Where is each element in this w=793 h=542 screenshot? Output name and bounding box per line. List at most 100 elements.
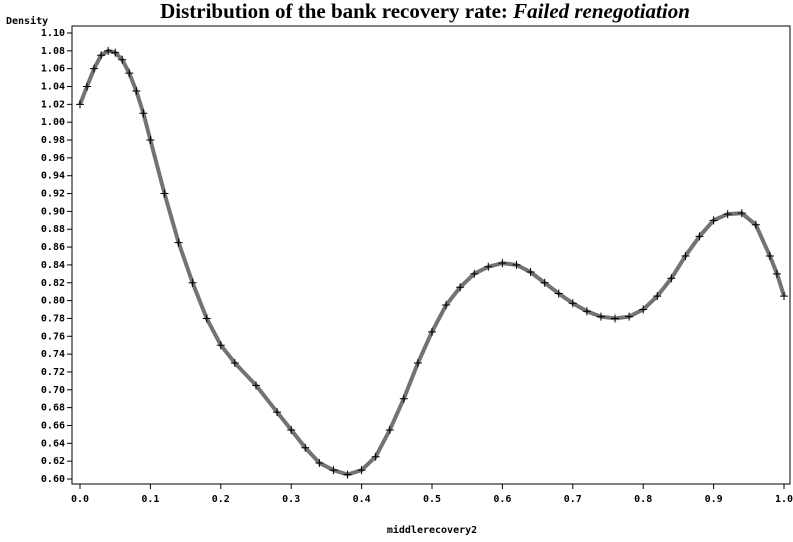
plus-marker — [413, 359, 422, 368]
plus-marker — [97, 51, 106, 60]
plus-marker — [625, 312, 634, 321]
plus-marker — [287, 425, 296, 434]
x-tick-label: 0.7 — [564, 494, 582, 505]
x-tick-label: 0.9 — [705, 494, 723, 505]
plus-marker — [252, 381, 260, 390]
plus-marker — [751, 220, 760, 229]
plus-marker — [118, 55, 127, 64]
plus-marker — [132, 86, 141, 95]
plus-marker — [498, 259, 507, 268]
plus-marker — [343, 470, 352, 479]
plus-marker — [230, 359, 239, 368]
plus-marker — [554, 289, 563, 298]
y-tick-label: 0.76 — [41, 331, 65, 342]
title-emphasis: Failed renegotiation — [512, 0, 690, 23]
y-tick-label: 0.94 — [41, 171, 65, 182]
y-tick-label: 0.70 — [41, 385, 65, 396]
plus-marker — [772, 269, 781, 278]
plus-marker — [83, 82, 92, 91]
plus-marker — [456, 283, 465, 292]
plus-marker — [371, 452, 380, 461]
y-tick-label: 0.74 — [41, 349, 65, 360]
y-tick-label: 1.08 — [41, 46, 65, 57]
y-tick-label: 0.60 — [41, 474, 65, 485]
y-tick-label: 1.06 — [41, 64, 65, 75]
plus-marker — [216, 341, 225, 350]
y-tick-label: 1.10 — [41, 28, 65, 39]
plus-marker — [273, 408, 282, 417]
y-axis-label: Density — [6, 15, 48, 27]
plus-marker — [301, 443, 310, 452]
x-tick-label: 1.0 — [775, 494, 793, 505]
title-main: Distribution of the bank recovery rate: — [160, 0, 508, 23]
x-tick-label: 0.4 — [353, 494, 371, 505]
plus-marker — [470, 269, 479, 278]
x-tick-label: 0.6 — [493, 494, 511, 505]
y-tick-label: 0.66 — [41, 420, 65, 431]
plot-frame — [71, 25, 791, 485]
plus-marker — [111, 48, 120, 57]
plus-marker — [146, 136, 155, 145]
plus-marker — [160, 189, 169, 198]
y-tick-label: 1.00 — [41, 117, 65, 128]
plus-marker — [780, 292, 788, 301]
plus-marker — [202, 314, 211, 323]
density-line — [78, 48, 786, 477]
plus-marker — [357, 466, 366, 475]
x-tick-label: 0.8 — [634, 494, 652, 505]
plus-marker — [512, 260, 521, 269]
plus-marker — [709, 216, 718, 225]
y-tick-label: 0.80 — [41, 296, 65, 307]
x-tick-label: 0.2 — [212, 494, 230, 505]
plus-marker — [695, 232, 704, 241]
y-tick-label: 0.64 — [41, 438, 65, 449]
plus-marker — [315, 458, 324, 467]
x-axis-label: middlerecovery2 — [387, 524, 477, 536]
plus-marker — [540, 278, 549, 287]
y-tick-label: 0.88 — [41, 224, 65, 235]
plus-marker — [653, 292, 662, 301]
plus-marker — [611, 314, 620, 323]
y-tick-label: 0.72 — [41, 367, 65, 378]
plus-marker — [765, 252, 774, 260]
y-tick-label: 0.68 — [41, 403, 65, 414]
y-tick-label: 0.98 — [41, 135, 65, 146]
y-tick-label: 0.96 — [41, 153, 65, 164]
y-tick-label: 1.04 — [41, 82, 65, 93]
plus-marker — [104, 46, 113, 55]
plus-marker — [125, 69, 134, 78]
plus-marker — [188, 278, 197, 287]
plus-marker — [639, 305, 648, 314]
plus-marker — [484, 262, 493, 271]
y-tick-label: 0.86 — [41, 242, 65, 253]
x-tick-label: 0.0 — [71, 494, 89, 505]
x-tick-label: 0.5 — [423, 494, 441, 505]
plus-marker — [667, 274, 676, 283]
plus-marker — [681, 252, 690, 260]
y-tick-label: 1.02 — [41, 99, 65, 110]
chart-title: Distribution of the bank recovery rate: … — [160, 0, 690, 23]
y-tick-label: 0.92 — [41, 189, 65, 200]
plus-marker — [568, 299, 577, 308]
y-tick-label: 0.84 — [41, 260, 65, 271]
plus-marker — [399, 394, 408, 403]
y-tick-label: 0.78 — [41, 313, 65, 324]
plus-marker — [329, 466, 338, 475]
y-tick-label: 0.62 — [41, 456, 65, 467]
plus-marker — [385, 425, 394, 434]
plus-marker — [442, 301, 451, 310]
x-tick-label: 0.3 — [282, 494, 300, 505]
plus-marker — [428, 327, 436, 336]
plus-marker — [596, 312, 605, 321]
plus-marker — [526, 268, 535, 277]
plus-marker — [737, 209, 746, 218]
plus-marker — [582, 307, 591, 316]
y-tick-label: 0.82 — [41, 278, 65, 289]
plus-marker — [90, 64, 99, 73]
x-tick-label: 0.1 — [141, 494, 159, 505]
plus-marker — [139, 109, 148, 118]
y-tick-label: 0.90 — [41, 206, 65, 217]
plus-marker — [723, 210, 732, 219]
